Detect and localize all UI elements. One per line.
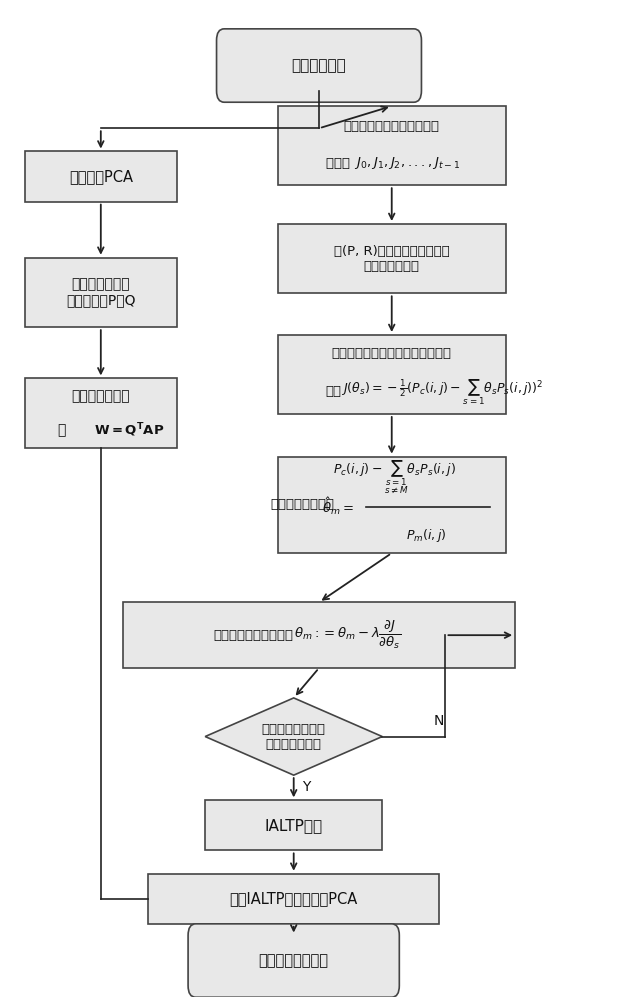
Text: 中心像素值与邻域像素权值和的差: 中心像素值与邻域像素权值和的差	[332, 347, 452, 360]
Bar	[278, 335, 505, 414]
Text: 子区域: 子区域	[325, 157, 354, 170]
Text: 邻域像素的权值：: 邻域像素的权值：	[271, 498, 335, 511]
Text: 计算行、列方向
的投影矩阵P和Q: 计算行、列方向 的投影矩阵P和Q	[66, 277, 135, 308]
Text: $\mathbf{W=Q^TAP}$: $\mathbf{W=Q^TAP}$	[94, 422, 165, 439]
Text: $P_c(i,j)-\sum_{\substack{s=1\\s\neq M}}\theta_s P_s(i,j)$: $P_c(i,j)-\sum_{\substack{s=1\\s\neq M}}…	[334, 459, 456, 496]
Text: 融合IALTP与二维双向PCA: 融合IALTP与二维双向PCA	[230, 891, 358, 906]
Text: 获得人脸识别结果: 获得人脸识别结果	[258, 953, 329, 968]
Text: $J_0,J_1,J_2,...,J_{t-1}$: $J_0,J_1,J_2,...,J_{t-1}$	[354, 155, 460, 171]
FancyBboxPatch shape	[216, 29, 422, 102]
Text: 求得使得差值达到
最小的权值系数: 求得使得差值达到 最小的权值系数	[262, 723, 326, 751]
Bar	[123, 602, 515, 668]
Text: $P_m(i,j)$: $P_m(i,j)$	[406, 527, 447, 544]
Text: 二维双向PCA: 二维双向PCA	[69, 169, 133, 184]
Bar	[205, 800, 382, 850]
Text: $J(\theta_s)=-\frac{1}{2}(P_c(i,j)-\sum_{s=1}\theta_s P_s(i,j))^2$: $J(\theta_s)=-\frac{1}{2}(P_c(i,j)-\sum_…	[341, 377, 544, 407]
Bar	[278, 457, 505, 553]
Bar	[278, 106, 505, 185]
Text: 阵: 阵	[59, 423, 75, 437]
Text: 在(P, R)邻域内，统计中心像
素与邻域像素值: 在(P, R)邻域内，统计中心像 素与邻域像素值	[334, 245, 450, 273]
Text: 计算联合映射矩: 计算联合映射矩	[71, 389, 130, 403]
Polygon shape	[205, 698, 382, 775]
Text: 将面部图像划分成不重叠的: 将面部图像划分成不重叠的	[344, 120, 440, 133]
Bar	[25, 151, 177, 202]
Text: IALTP编码: IALTP编码	[265, 818, 323, 833]
Text: $\hat{\theta}_m=$: $\hat{\theta}_m=$	[322, 496, 354, 517]
Bar	[278, 224, 505, 293]
Text: N: N	[434, 714, 444, 728]
Bar	[25, 258, 177, 327]
FancyBboxPatch shape	[188, 924, 399, 997]
Bar	[25, 378, 177, 448]
Text: 邻域像素的权值迭代：: 邻域像素的权值迭代：	[214, 629, 293, 642]
Text: 值：: 值：	[325, 385, 341, 398]
Text: $\theta_m:=\theta_m-\lambda\dfrac{\partial J}{\partial\theta_s}$: $\theta_m:=\theta_m-\lambda\dfrac{\parti…	[293, 619, 401, 651]
Text: 输入人脸图像: 输入人脸图像	[292, 58, 346, 73]
Text: Y: Y	[302, 780, 311, 794]
Bar	[148, 874, 439, 924]
